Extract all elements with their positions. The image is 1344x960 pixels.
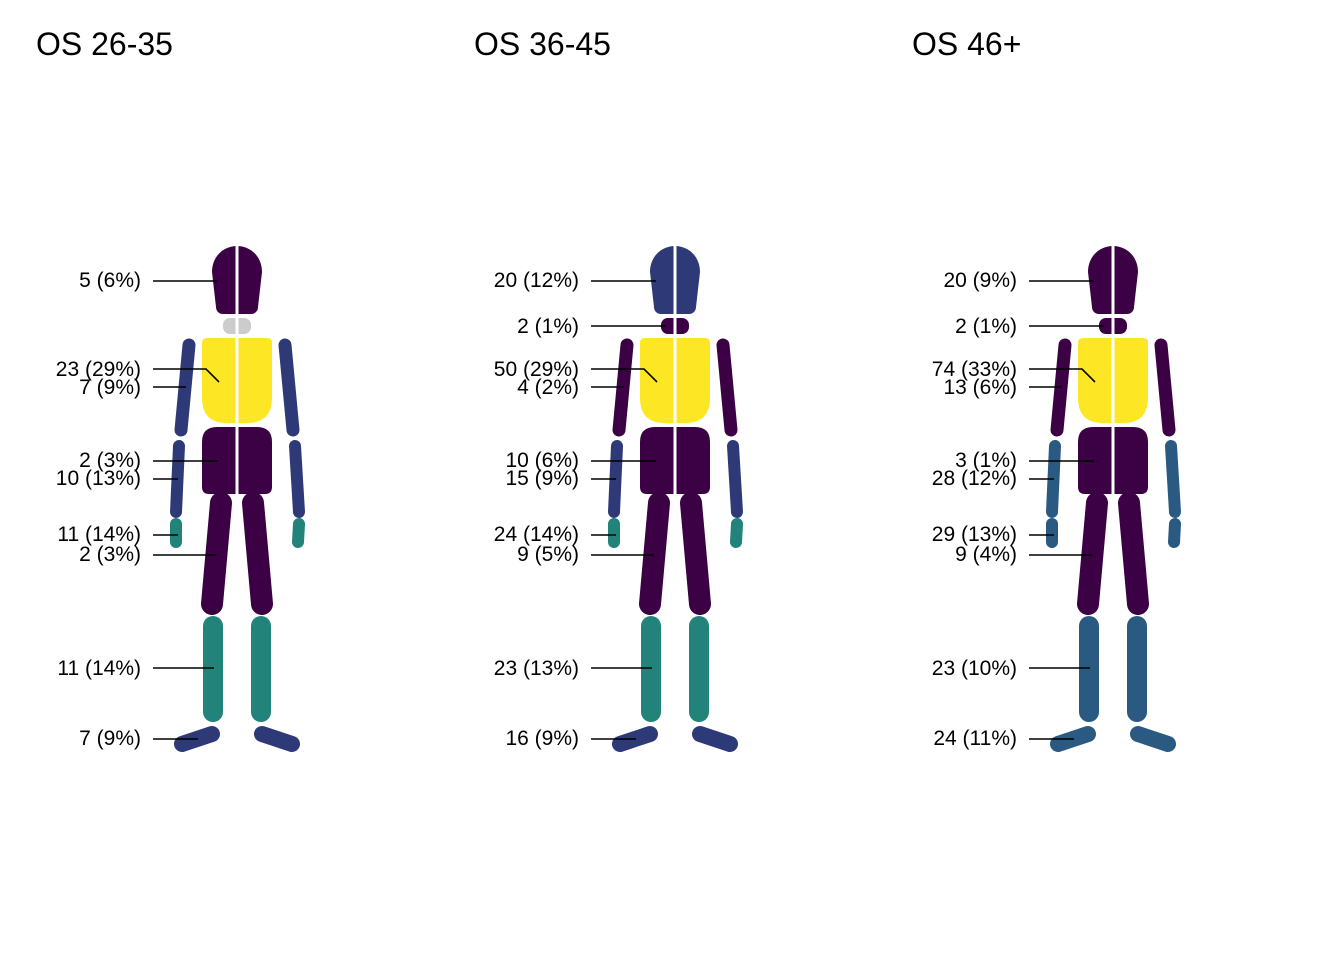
body-figure (1046, 246, 1181, 752)
label-forearm: 10 (13%) (56, 467, 141, 490)
label-chest-back: 23 (29%) (56, 358, 141, 381)
label-lower-leg: 23 (13%) (494, 657, 579, 680)
label-forearm: 15 (9%) (505, 467, 579, 490)
label-head: 20 (12%) (494, 269, 579, 292)
panel-1: OS 26-355 (6%)23 (29%)7 (9%)2 (3%)10 (13… (36, 26, 305, 752)
region-foot-right (1130, 726, 1176, 752)
region-thigh-right (1118, 492, 1149, 615)
region-upper-arm-right (716, 338, 738, 437)
label-chest-back: 50 (29%) (494, 358, 579, 381)
panel-title: OS 46+ (912, 26, 1021, 62)
label-neck: 2 (1%) (517, 315, 579, 338)
panel-title: OS 36-45 (474, 26, 611, 62)
region-thigh-right (242, 492, 273, 615)
leader-line-chest-back (1029, 368, 1096, 383)
region-forearm-right (1165, 440, 1181, 518)
label-thigh: 2 (3%) (79, 543, 141, 566)
body-figure (608, 246, 743, 752)
label-upper-arm: 4 (2%) (517, 376, 579, 399)
label-upper-arm: 7 (9%) (79, 376, 141, 399)
label-foot: 24 (11%) (933, 727, 1017, 750)
label-abdomen-pelvis: 10 (6%) (505, 449, 579, 472)
label-neck: 2 (1%) (955, 315, 1017, 338)
panel-2: OS 36-45 20 (12%) 2 (1%) 50 (29%)4 (2%) 10 (… (474, 26, 743, 752)
label-hand: 24 (14%) (494, 523, 579, 546)
label-chest-back: 74 (33%) (932, 358, 1017, 381)
label-abdomen-pelvis: 2 (3%) (79, 449, 141, 472)
label-abdomen-pelvis: 3 (1%) (955, 449, 1017, 472)
region-forearm-right (727, 440, 743, 518)
label-upper-arm: 13 (6%) (943, 376, 1017, 399)
panel-title: OS 26-35 (36, 26, 173, 62)
region-upper-arm-right (278, 338, 300, 437)
label-forearm: 28 (12%) (932, 467, 1017, 490)
region-forearm-right (289, 440, 305, 518)
label-lower-leg: 23 (10%) (932, 657, 1017, 680)
label-foot: 7 (9%) (79, 727, 141, 750)
leader-line-chest-back (591, 368, 658, 383)
region-foot-right (254, 726, 300, 752)
label-lower-leg: 11 (14%) (57, 657, 141, 680)
region-upper-arm-right (1154, 338, 1176, 437)
region-thigh-left (1077, 492, 1108, 615)
panel-3: OS 46+ 20 (9%) 2 (1%) 74 (33%)13 (6%) 3 (1%)… (912, 26, 1181, 752)
region-hand-right (1168, 518, 1181, 548)
region-thigh-left (639, 492, 670, 615)
label-hand: 29 (13%) (932, 523, 1017, 546)
body-figure (170, 246, 305, 752)
label-thigh: 9 (4%) (955, 543, 1017, 566)
label-thigh: 9 (5%) (517, 543, 579, 566)
region-thigh-right (680, 492, 711, 615)
label-foot: 16 (9%) (505, 727, 579, 750)
label-head: 20 (9%) (943, 269, 1017, 292)
region-hand-right (292, 518, 305, 548)
label-head: 5 (6%) (79, 269, 141, 292)
region-foot-right (692, 726, 738, 752)
region-thigh-left (201, 492, 232, 615)
region-hand-right (730, 518, 743, 548)
leader-line-chest-back (153, 368, 220, 383)
label-hand: 11 (14%) (57, 523, 141, 546)
